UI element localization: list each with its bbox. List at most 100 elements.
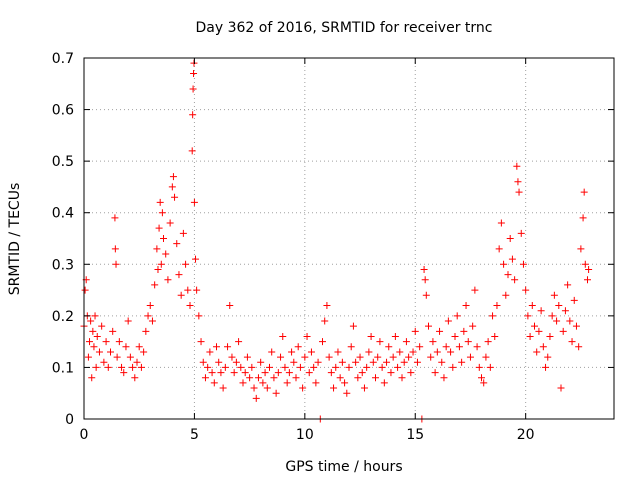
data-point — [338, 358, 346, 366]
data-point — [153, 245, 161, 253]
data-point — [421, 276, 429, 284]
data-point — [182, 260, 190, 268]
data-point — [480, 379, 488, 387]
data-point — [296, 363, 304, 371]
data-points — [80, 59, 593, 423]
data-point — [210, 379, 218, 387]
data-point — [148, 317, 156, 325]
data-point — [352, 358, 360, 366]
data-point — [254, 374, 262, 382]
data-point — [277, 353, 285, 361]
data-point — [279, 332, 287, 340]
data-point — [122, 343, 130, 351]
data-point — [155, 224, 163, 232]
data-point — [232, 358, 240, 366]
data-point — [455, 343, 463, 351]
y-axis-label: SRMTID / TECUs — [7, 183, 23, 296]
data-point — [513, 162, 521, 170]
data-point — [305, 369, 313, 377]
data-point — [584, 276, 591, 284]
data-point — [120, 369, 128, 377]
data-point — [409, 348, 417, 356]
data-point — [449, 363, 457, 371]
data-point — [405, 353, 413, 361]
data-point — [133, 358, 141, 366]
data-point — [514, 178, 522, 186]
data-point — [380, 379, 388, 387]
data-point — [486, 363, 494, 371]
data-point — [444, 317, 452, 325]
data-point — [224, 343, 232, 351]
data-point — [237, 363, 245, 371]
data-point — [162, 250, 170, 258]
data-point — [544, 353, 552, 361]
data-point — [466, 353, 474, 361]
data-point — [559, 327, 567, 335]
data-point — [519, 260, 527, 268]
data-point — [144, 312, 152, 320]
data-point — [458, 358, 466, 366]
data-point — [111, 245, 119, 253]
data-point — [577, 245, 585, 253]
data-point — [497, 219, 505, 227]
data-point — [442, 343, 450, 351]
data-point — [422, 291, 430, 299]
data-point — [319, 338, 326, 346]
data-point — [100, 358, 108, 366]
data-point — [575, 343, 583, 351]
data-point — [376, 338, 384, 346]
data-point — [90, 343, 98, 351]
data-point — [195, 312, 203, 320]
x-tick-label: 5 — [190, 427, 199, 443]
data-point — [190, 198, 198, 206]
data-point — [243, 353, 251, 361]
data-point — [572, 322, 580, 330]
data-point — [550, 291, 558, 299]
data-point — [561, 307, 569, 315]
x-axis-label: GPS time / hours — [285, 459, 402, 475]
data-point — [566, 317, 574, 325]
data-point — [416, 343, 424, 351]
y-tick-label: 0.2 — [52, 309, 74, 325]
chart-title: Day 362 of 2016, SRMTID for receiver trn… — [196, 20, 493, 36]
data-point — [394, 363, 402, 371]
data-point — [175, 271, 183, 279]
data-point — [524, 312, 532, 320]
data-point — [204, 363, 212, 371]
data-point — [557, 384, 565, 392]
data-point — [374, 353, 382, 361]
data-point — [257, 358, 265, 366]
data-point — [250, 384, 258, 392]
data-point — [112, 260, 120, 268]
data-point — [502, 291, 510, 299]
data-point — [301, 353, 309, 361]
data-point — [511, 276, 519, 284]
data-point — [506, 235, 514, 242]
axis-ticks — [83, 57, 614, 420]
data-point — [464, 338, 472, 346]
data-point — [111, 214, 119, 222]
data-point — [528, 302, 536, 310]
data-point — [473, 343, 481, 351]
data-point — [93, 332, 101, 340]
data-point — [537, 307, 545, 315]
data-point — [239, 379, 247, 387]
data-point — [517, 229, 525, 237]
data-point — [347, 343, 355, 351]
data-point — [89, 327, 97, 335]
data-point — [213, 343, 220, 351]
data-point — [299, 384, 307, 392]
data-point — [274, 369, 282, 377]
data-point — [81, 286, 89, 294]
data-point — [206, 348, 214, 356]
data-point — [363, 363, 371, 371]
data-point — [146, 302, 154, 310]
data-point — [314, 358, 322, 366]
data-point — [177, 291, 185, 299]
data-point — [292, 374, 300, 382]
data-point — [402, 338, 410, 346]
data-point — [462, 302, 470, 310]
data-point — [199, 358, 207, 366]
data-point — [504, 271, 512, 279]
data-point — [500, 260, 508, 268]
